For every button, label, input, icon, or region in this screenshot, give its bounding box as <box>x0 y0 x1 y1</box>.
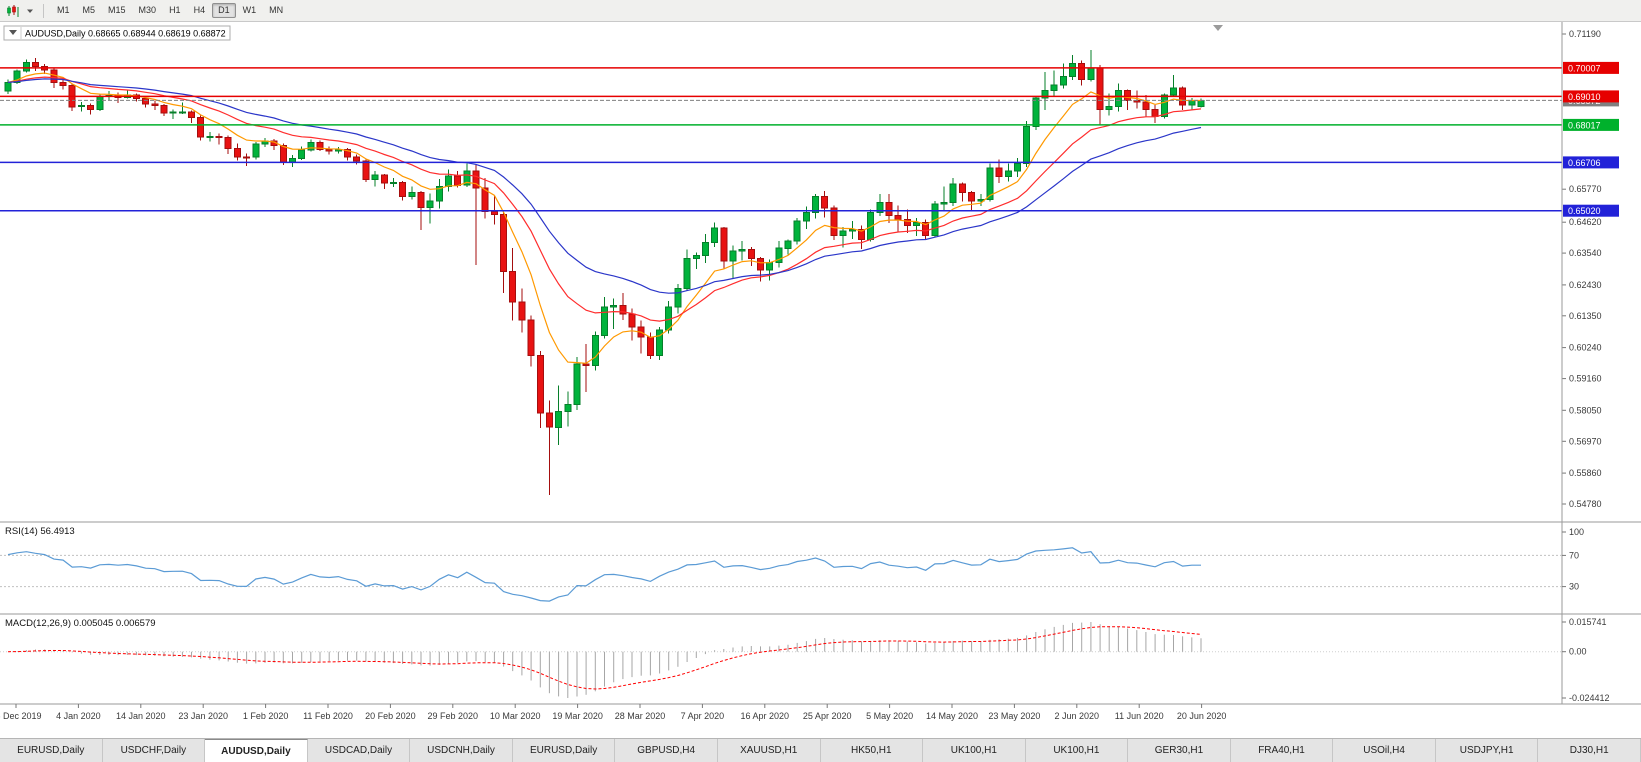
timeframe-button-h4[interactable]: H4 <box>188 3 212 18</box>
macd-label: MACD(12,26,9) 0.005045 0.006579 <box>5 618 156 629</box>
chart-tab-7-xauusd-h1[interactable]: XAUUSD,H1 <box>717 739 821 762</box>
price-axis[interactable]: 0.71190 0.65770 0.64620 0.63540 0.62430 0.613… <box>0 22 1641 705</box>
macd-signal-line <box>7 626 1202 690</box>
toolbar-separator <box>43 3 44 18</box>
scroll-to-end-marker[interactable] <box>1213 25 1223 31</box>
timeframe-toolbar: M1 M5 M15 M30 H1 H4 D1 W1 MN <box>0 0 1641 22</box>
symbol-dropdown-caret-icon[interactable] <box>9 30 17 35</box>
candlesticks <box>4 49 1205 495</box>
chart-tab-11-ger30-h1[interactable]: GER30,H1 <box>1128 739 1231 762</box>
horizontal-level-lines[interactable]: 0.688720.700070.690100.680170.667060.650… <box>0 61 1619 217</box>
chart-tab-12-fra40-h1[interactable]: FRA40,H1 <box>1230 739 1334 762</box>
chart-tab-3-usdcad-daily[interactable]: USDCAD,Daily <box>307 739 411 762</box>
chart-tab-6-gbpusd-h4[interactable]: GBPUSD,H4 <box>615 739 718 762</box>
svg-text:4 Jan 2020: 4 Jan 2020 <box>56 711 101 721</box>
chart-area[interactable]: 0.688720.700070.690100.680170.667060.650… <box>0 22 1641 738</box>
timeframe-button-m5[interactable]: M5 <box>77 3 102 18</box>
chart-tab-13-usoil-h4[interactable]: USOil,H4 <box>1333 739 1436 762</box>
svg-text:20 Feb 2020: 20 Feb 2020 <box>365 711 416 721</box>
chart-tab-9-uk100-h1[interactable]: UK100,H1 <box>923 739 1026 762</box>
timeframe-button-mn[interactable]: MN <box>263 3 289 18</box>
svg-text:0.70007: 0.70007 <box>1568 63 1601 73</box>
chart-tab-8-hk50-h1[interactable]: HK50,H1 <box>820 739 924 762</box>
svg-text:0.62430: 0.62430 <box>1569 280 1602 290</box>
slow-ma-line <box>7 78 1202 294</box>
svg-text:16 Apr 2020: 16 Apr 2020 <box>741 711 790 721</box>
svg-text:0.65020: 0.65020 <box>1568 206 1601 216</box>
chart-tab-15-dj30-h1[interactable]: DJ30,H1 <box>1538 739 1641 762</box>
rsi-line <box>7 547 1201 602</box>
svg-text:0.00: 0.00 <box>1569 647 1587 657</box>
svg-text:100: 100 <box>1569 527 1584 537</box>
svg-text:29 Feb 2020: 29 Feb 2020 <box>428 711 479 721</box>
chart-tab-5-eurusd-daily[interactable]: EURUSD,Daily <box>512 739 616 762</box>
svg-text:26 Dec 2019: 26 Dec 2019 <box>0 711 42 721</box>
fast-ma-line <box>7 72 1201 364</box>
svg-text:11 Jun 2020: 11 Jun 2020 <box>1115 711 1164 721</box>
svg-text:14 May 2020: 14 May 2020 <box>926 711 978 721</box>
price-badge-0.68017 <box>1563 118 1619 131</box>
chart-tab-10-uk100-h1[interactable]: UK100,H1 <box>1025 739 1129 762</box>
svg-text:0.56970: 0.56970 <box>1569 436 1602 446</box>
svg-text:14 Jan 2020: 14 Jan 2020 <box>116 711 166 721</box>
svg-text:0.015741: 0.015741 <box>1569 617 1607 627</box>
svg-text:0.68017: 0.68017 <box>1568 120 1601 130</box>
chart-tab-2-audusd-daily[interactable]: AUDUSD,Daily <box>205 739 308 762</box>
macd-panel: 0.015741 0.00 -0.024412 MACD(12,26,9) 0.005… <box>0 617 1610 703</box>
svg-text:23 Jan 2020: 23 Jan 2020 <box>178 711 228 721</box>
time-axis[interactable]: 26 Dec 2019 4 Jan 2020 14 Jan 2020 23 Jan 2… <box>0 704 1226 721</box>
svg-text:0.69010: 0.69010 <box>1568 92 1601 102</box>
svg-text:0.71190: 0.71190 <box>1569 29 1601 39</box>
chart-info-overlay: AUDUSD,Daily 0.68665 0.68944 0.68619 0.6… <box>3 25 1223 41</box>
timeframe-button-d1[interactable]: D1 <box>212 3 236 18</box>
svg-text:11 Feb 2020: 11 Feb 2020 <box>303 711 353 721</box>
timeframe-button-m1[interactable]: M1 <box>51 3 76 18</box>
rsi-label: RSI(14) 56.4913 <box>5 526 75 537</box>
svg-text:19 Mar 2020: 19 Mar 2020 <box>552 711 603 721</box>
timeframe-button-m15[interactable]: M15 <box>102 3 132 18</box>
svg-text:0.66706: 0.66706 <box>1568 158 1601 168</box>
svg-text:0.55860: 0.55860 <box>1569 468 1602 478</box>
svg-text:0.61350: 0.61350 <box>1569 311 1602 321</box>
svg-text:28 Mar 2020: 28 Mar 2020 <box>615 711 666 721</box>
timeframe-buttons-group: M1 M5 M15 M30 H1 H4 D1 W1 MN <box>51 3 289 18</box>
rsi-panel: 100 70 30 RSI(14) 56.4913 <box>0 526 1584 602</box>
chart-tab-14-usdjpy-h1[interactable]: USDJPY,H1 <box>1435 739 1539 762</box>
svg-text:30: 30 <box>1569 582 1579 592</box>
chart-tab-0-eurusd-daily[interactable]: EURUSD,Daily <box>0 739 103 762</box>
chart-tab-1-usdchf-daily[interactable]: USDCHF,Daily <box>102 739 206 762</box>
svg-text:0.60240: 0.60240 <box>1569 343 1602 353</box>
svg-text:0.64620: 0.64620 <box>1569 217 1602 227</box>
svg-text:23 May 2020: 23 May 2020 <box>988 711 1040 721</box>
chart-dropdown-caret-icon[interactable] <box>24 7 36 15</box>
svg-text:-0.024412: -0.024412 <box>1569 693 1610 703</box>
price-badge-0.66706 <box>1563 156 1619 169</box>
chart-tab-4-usdcnh-daily[interactable]: USDCNH,Daily <box>410 739 513 762</box>
chart-tabs-bar: EURUSD,Daily USDCHF,Daily AUDUSD,Daily USDC… <box>0 738 1641 762</box>
svg-text:2 Jun 2020: 2 Jun 2020 <box>1055 711 1100 721</box>
ohlc-info-line: AUDUSD,Daily 0.68665 0.68944 0.68619 0.6… <box>25 29 226 39</box>
svg-text:7 Apr 2020: 7 Apr 2020 <box>681 711 725 721</box>
price-badge-0.70007 <box>1563 61 1619 74</box>
svg-text:5 May 2020: 5 May 2020 <box>866 711 913 721</box>
svg-text:0.59160: 0.59160 <box>1569 374 1602 384</box>
svg-text:70: 70 <box>1569 550 1579 560</box>
svg-text:20 Jun 2020: 20 Jun 2020 <box>1177 711 1227 721</box>
svg-text:1 Feb 2020: 1 Feb 2020 <box>243 711 289 721</box>
svg-text:0.65770: 0.65770 <box>1569 184 1602 194</box>
chart-type-icon[interactable] <box>4 4 22 18</box>
price-badge-0.69010 <box>1563 90 1619 103</box>
timeframe-button-h1[interactable]: H1 <box>163 3 187 18</box>
svg-text:25 Apr 2020: 25 Apr 2020 <box>803 711 852 721</box>
svg-text:0.54780: 0.54780 <box>1569 499 1602 509</box>
timeframe-button-m30[interactable]: M30 <box>133 3 163 18</box>
timeframe-button-w1[interactable]: W1 <box>237 3 263 18</box>
svg-text:10 Mar 2020: 10 Mar 2020 <box>490 711 541 721</box>
medium-ma-line <box>7 76 1202 322</box>
price-chart-canvas[interactable]: 0.688720.700070.690100.680170.667060.650… <box>0 22 1641 738</box>
svg-text:0.63540: 0.63540 <box>1569 248 1602 258</box>
svg-text:0.58050: 0.58050 <box>1569 405 1602 415</box>
price-badge-0.65020 <box>1563 204 1619 217</box>
